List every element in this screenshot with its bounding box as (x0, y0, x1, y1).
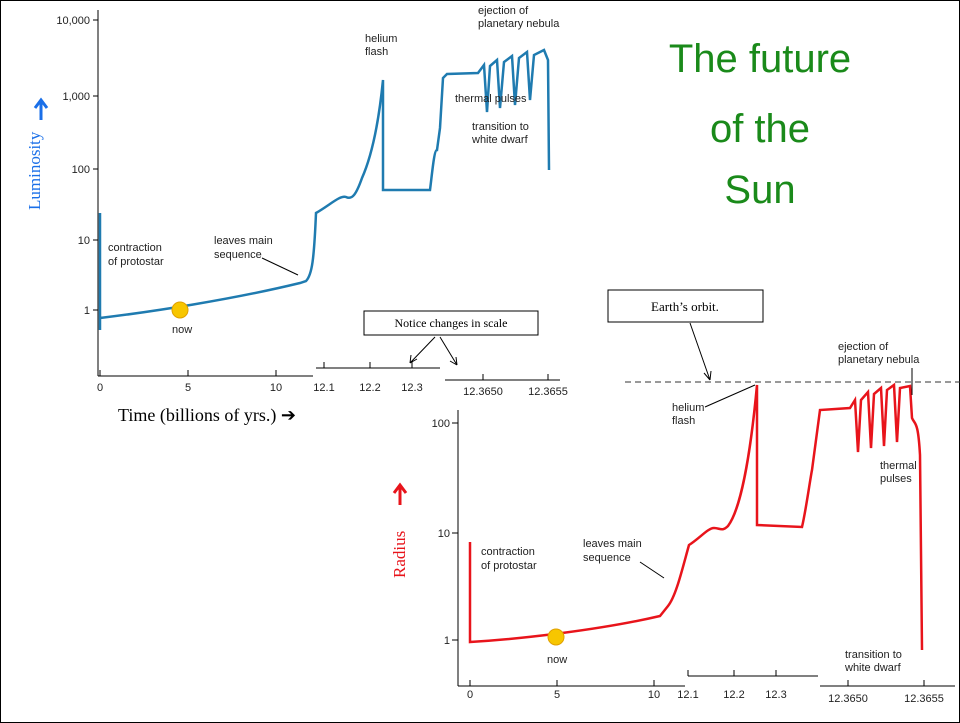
arrow (33, 97, 49, 120)
annotation: thermal pulses (455, 93, 527, 105)
annotation: leaves main sequence (214, 235, 273, 261)
y-tick-label: 10,000 (56, 15, 90, 27)
top-annotations: contraction of protostar leaves main seque… (108, 5, 560, 336)
x-tick-label: 12.2 (723, 689, 744, 701)
bottom-axes (452, 410, 955, 687)
arrows (409, 336, 458, 366)
y-tick-label: 100 (432, 418, 450, 430)
x-tick-label: 12.1 (677, 689, 698, 701)
annotation: ejection of planetary nebula (478, 5, 560, 30)
annotation: transition to white dwarf (844, 649, 902, 674)
y-tick-label: 1 (84, 305, 90, 317)
annotation: leaves main sequence (583, 538, 642, 564)
x-tick-label: 12.3650 (828, 693, 868, 705)
annotation: contraction of protostar (108, 242, 164, 268)
x-tick-label: 12.3 (765, 689, 786, 701)
top-axes (93, 10, 560, 381)
y-tick-label: 10 (78, 235, 90, 247)
y-tick-label: 1 (444, 635, 450, 647)
x-label: Time (billions of yrs.) ➔ (118, 405, 296, 426)
x-tick-label: 5 (185, 382, 191, 394)
arrow (689, 322, 712, 381)
x-tick-label: 12.3655 (528, 386, 568, 398)
bottom-y-ticks: 100 10 1 (432, 418, 450, 647)
callout: Notice changes in scale (395, 316, 508, 330)
y-tick-label: 1,000 (62, 91, 90, 103)
x-tick-label: 0 (97, 382, 103, 394)
annotation: thermal pulses (880, 460, 917, 485)
annotation: contraction of protostar (481, 546, 537, 572)
annotation: now (172, 324, 192, 336)
x-tick-label: 0 (467, 689, 473, 701)
callout: Earth’s orbit. (651, 299, 719, 314)
callout-box (607, 289, 764, 323)
annotation: transition to white dwarf (471, 121, 529, 146)
bottom-annotations: helium flash ejection of planetary nebula … (481, 341, 920, 674)
x-tick-label: 12.2 (359, 382, 380, 394)
top-x-ticks: 0 5 10 12.1 12.2 12.3 12.3650 12.3655 (97, 382, 568, 398)
callout-box (363, 310, 539, 336)
x-tick-label: 10 (648, 689, 660, 701)
annotation: now (547, 654, 567, 666)
slide-title: The future of the Sun (669, 37, 851, 212)
arrow (392, 482, 408, 505)
x-tick-label: 10 (270, 382, 282, 394)
x-tick-label: 12.3655 (904, 693, 944, 705)
bottom-x-ticks: 0 5 10 12.1 12.2 12.3 12.3650 12.3655 (467, 689, 944, 705)
annotation: ejection of planetary nebula (838, 341, 920, 366)
sun-now (547, 628, 565, 646)
y-label: Luminosity (25, 131, 44, 210)
sun-now (171, 301, 189, 319)
annotation: helium flash (365, 33, 397, 58)
y-label: Radius (390, 531, 409, 578)
y-tick-label: 10 (438, 528, 450, 540)
radius-curve (468, 382, 924, 651)
x-tick-label: 12.1 (313, 382, 334, 394)
top-y-ticks: 10,000 1,000 100 10 1 (56, 15, 90, 317)
y-tick-label: 100 (72, 164, 90, 176)
x-tick-label: 12.3 (401, 382, 422, 394)
x-tick-label: 5 (554, 689, 560, 701)
annotation: helium flash (672, 402, 704, 427)
x-tick-label: 12.3650 (463, 386, 503, 398)
luminosity-curve (98, 48, 551, 330)
